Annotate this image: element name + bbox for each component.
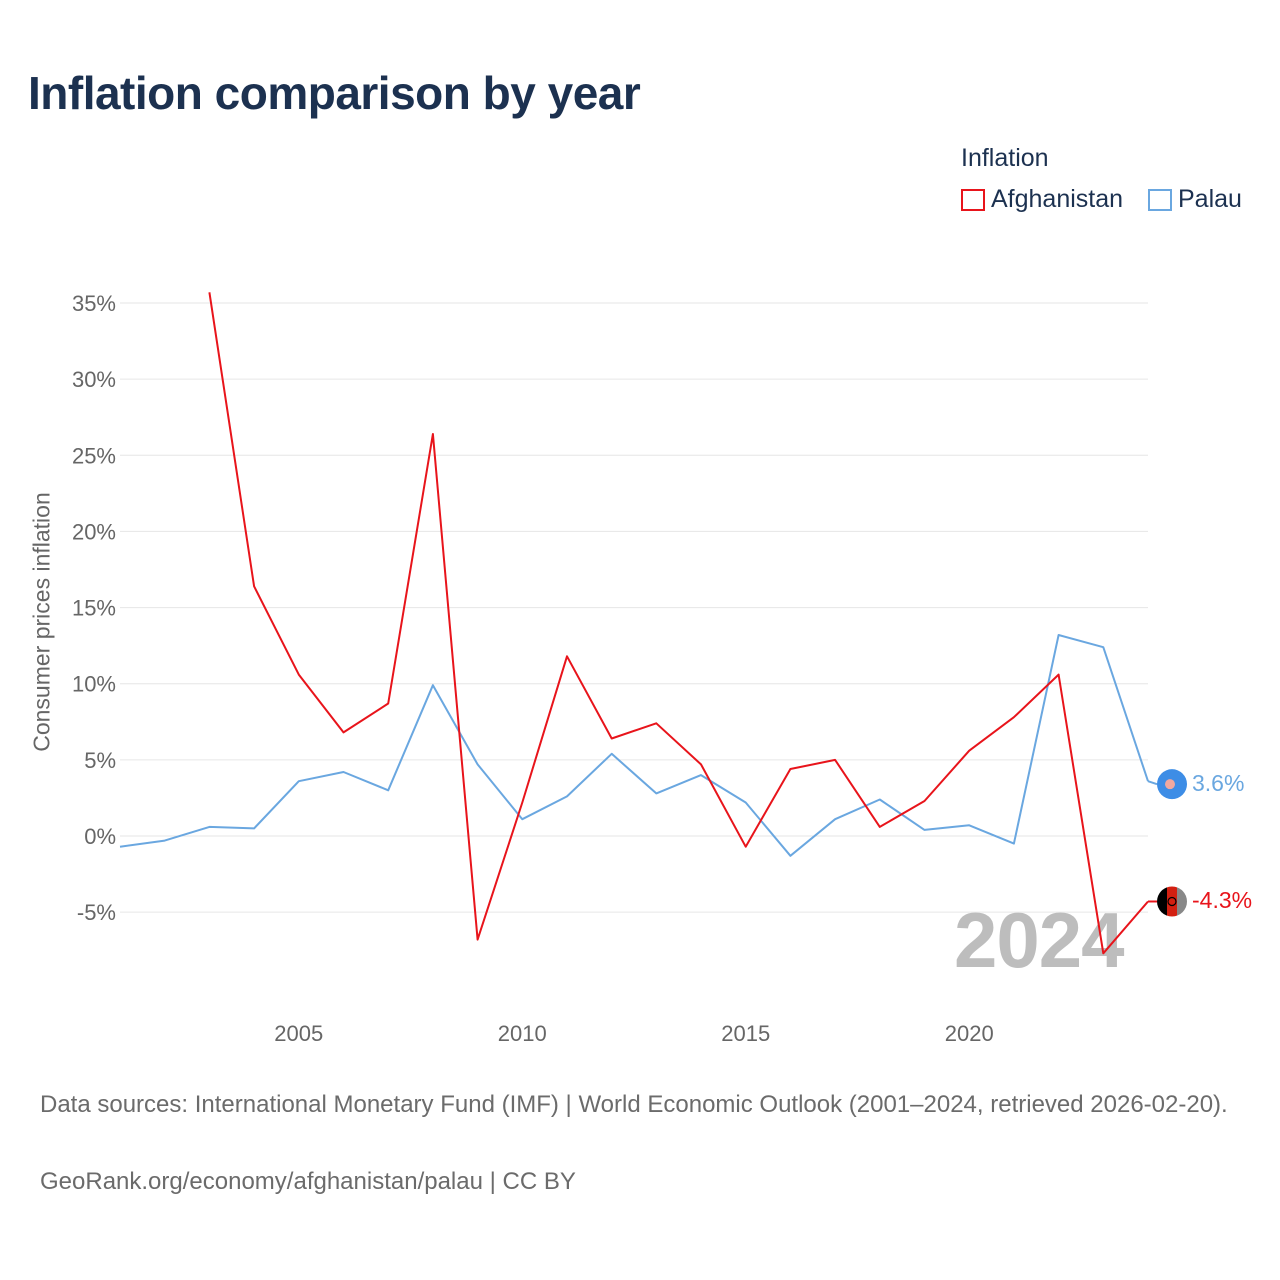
y-tick-label: -5% xyxy=(77,900,116,925)
legend-item-palau[interactable]: Palau xyxy=(1148,185,1242,214)
series-lines xyxy=(119,292,1158,955)
y-tick-label: 5% xyxy=(84,748,116,773)
end-label-afghanistan: -4.3% xyxy=(1192,887,1253,914)
series-line-palau[interactable] xyxy=(119,634,1149,857)
y-tick-label: 30% xyxy=(72,367,116,392)
x-tick-label: 2015 xyxy=(721,1021,770,1046)
series-line-afghanistan[interactable] xyxy=(208,292,1149,955)
y-tick-label: 10% xyxy=(72,672,116,697)
y-axis-ticks: -5% 0% 5% 10% 15% 20% 25% 30% 35% xyxy=(72,291,116,925)
y-tick-label: 25% xyxy=(72,443,116,468)
legend-title: Inflation xyxy=(961,144,1049,172)
y-tick-label: 15% xyxy=(72,596,116,621)
flag-icon-palau xyxy=(1157,769,1187,800)
legend-item-afghanistan[interactable]: Afghanistan xyxy=(961,185,1123,214)
y-tick-label: 20% xyxy=(72,519,116,544)
flag-icon-afghanistan xyxy=(1157,886,1187,917)
y-tick-label: 0% xyxy=(84,824,116,849)
gridlines xyxy=(120,302,1148,913)
x-axis-ticks: 2005 2010 2015 2020 xyxy=(274,1021,993,1046)
end-markers xyxy=(1157,769,1187,917)
footer-credit[interactable]: GeoRank.org/economy/afghanistan/palau | … xyxy=(40,1168,576,1195)
legend-swatch-afghanistan xyxy=(961,188,985,211)
footer-sources: Data sources: International Monetary Fun… xyxy=(40,1091,1228,1118)
x-tick-label: 2010 xyxy=(498,1021,547,1046)
legend-swatch-palau xyxy=(1148,188,1172,211)
legend-label-afghanistan: Afghanistan xyxy=(991,185,1124,213)
x-tick-label: 2005 xyxy=(274,1021,323,1046)
end-connector-palau xyxy=(1147,780,1158,786)
end-label-palau: 3.6% xyxy=(1192,770,1245,797)
legend-label-palau: Palau xyxy=(1178,185,1242,213)
x-tick-label: 2020 xyxy=(945,1021,994,1046)
y-tick-label: 35% xyxy=(72,291,116,316)
chart-title: Inflation comparison by year xyxy=(28,67,641,119)
